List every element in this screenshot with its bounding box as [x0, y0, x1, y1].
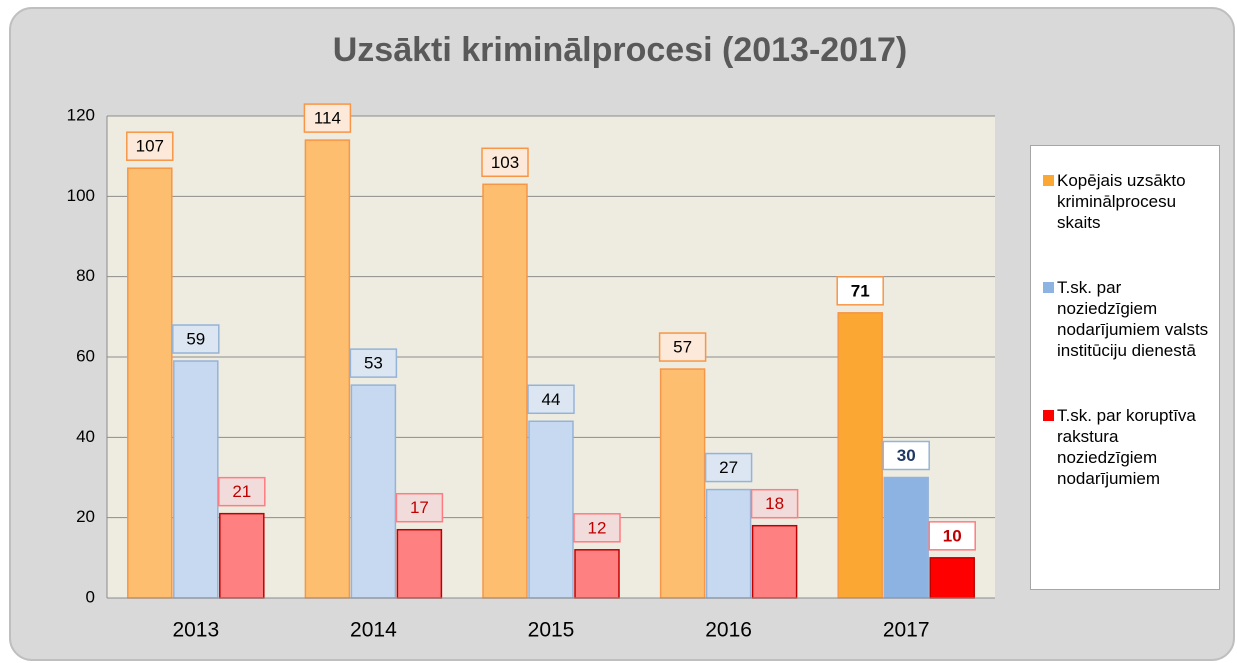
bar [659, 368, 706, 599]
legend-item: T.sk. par koruptīva rakstura noziedzīgie… [1043, 405, 1211, 489]
bar [396, 528, 443, 599]
data-label: 71 [851, 281, 870, 300]
data-label-box [836, 276, 884, 306]
data-label: 57 [673, 338, 692, 357]
data-label-box [658, 332, 707, 362]
data-label-box [172, 324, 220, 354]
legend: Kopējais uzsākto kriminālprocesu skaits T… [1030, 145, 1220, 590]
bar [929, 557, 975, 599]
data-label-box [928, 521, 976, 551]
bar [574, 549, 620, 599]
x-tick-label: 2016 [705, 619, 752, 642]
data-label: 18 [765, 494, 784, 513]
data-label: 30 [897, 446, 916, 465]
legend-label: T.sk. par koruptīva rakstura noziedzīgie… [1057, 406, 1196, 488]
y-tick-label: 60 [76, 346, 95, 365]
data-label-box [481, 147, 529, 178]
x-tick-label: 2013 [172, 619, 219, 642]
bar [705, 488, 752, 599]
data-label: 44 [542, 390, 561, 409]
y-tick-label: 80 [76, 266, 95, 285]
data-label: 21 [232, 482, 251, 501]
data-label: 59 [186, 330, 205, 349]
legend-swatch [1043, 410, 1054, 421]
bar [350, 384, 397, 599]
x-tick-label: 2014 [350, 619, 397, 642]
bar [482, 183, 528, 599]
data-label-box [704, 452, 753, 483]
legend-item: Kopējais uzsākto kriminālprocesu skaits [1043, 170, 1211, 233]
legend-swatch [1043, 282, 1054, 293]
data-label: 10 [943, 526, 962, 545]
y-tick-label: 0 [86, 587, 95, 606]
data-label: 107 [136, 137, 164, 156]
bar [127, 167, 173, 599]
data-label: 12 [588, 518, 607, 537]
bar [173, 360, 219, 599]
chart-title: Uzsākti kriminālprocesi (2013-2017) [333, 31, 908, 69]
legend-item: T.sk. par noziedzīgiem nodarījumiem vals… [1043, 277, 1211, 361]
data-label: 103 [491, 153, 519, 172]
y-tick-label: 120 [67, 105, 95, 124]
bar [219, 512, 265, 599]
x-tick-label: 2015 [528, 619, 575, 642]
data-label-box [395, 492, 444, 523]
legend-label: Kopējais uzsākto kriminālprocesu skaits [1057, 171, 1186, 232]
data-label-box [882, 440, 930, 471]
data-label-box [218, 476, 266, 507]
data-label: 53 [364, 354, 383, 373]
data-label-box [527, 384, 575, 415]
data-label-box [750, 488, 799, 519]
data-label: 17 [410, 498, 429, 517]
data-label: 27 [719, 458, 738, 477]
data-label: 114 [314, 109, 341, 128]
bar [837, 312, 883, 599]
y-tick-label: 40 [76, 427, 95, 446]
y-tick-label: 20 [76, 507, 95, 526]
legend-swatch [1043, 175, 1054, 186]
bar [883, 476, 929, 599]
data-label-box [573, 513, 621, 543]
bar [528, 420, 574, 599]
x-tick-label: 2017 [883, 619, 930, 642]
y-tick-label: 100 [67, 186, 95, 205]
bar [304, 139, 351, 599]
data-label-box [303, 103, 352, 133]
data-label-box [126, 131, 174, 161]
bar [751, 524, 798, 599]
legend-label: T.sk. par noziedzīgiem nodarījumiem vals… [1057, 278, 1209, 360]
data-label-box [349, 348, 398, 378]
